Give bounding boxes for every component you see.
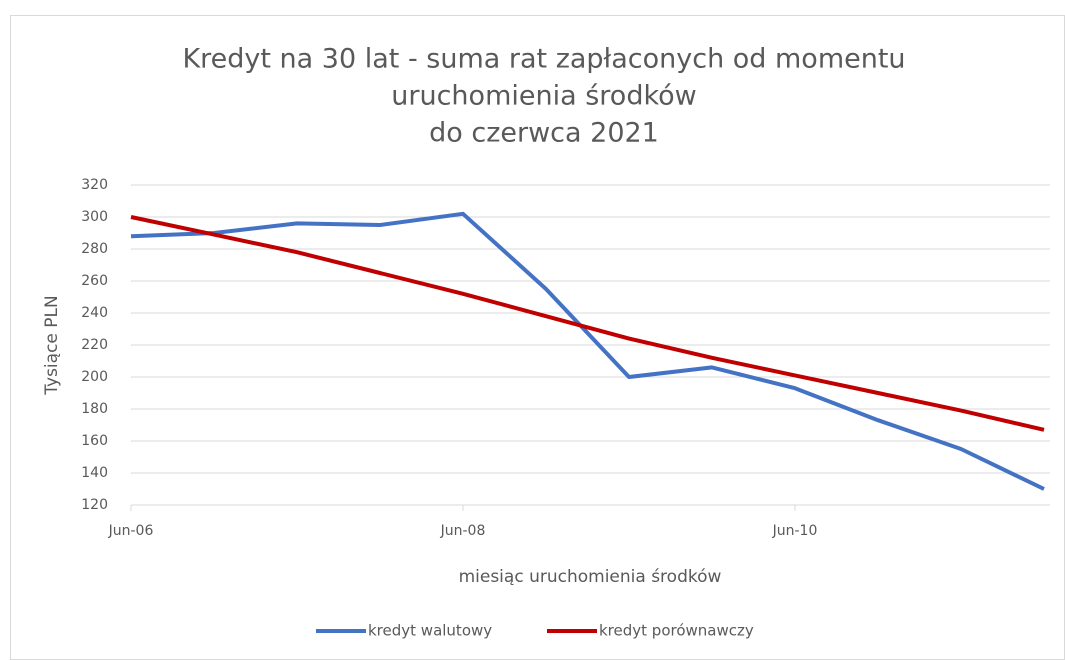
title-line: uruchomienia środków — [391, 81, 696, 112]
y-tick-label: 180 — [81, 401, 108, 417]
x-tick-label: Jun-06 — [108, 523, 154, 539]
y-tick-label: 120 — [81, 497, 108, 513]
x-tick-label: Jun-08 — [440, 523, 486, 539]
y-tick-label: 160 — [81, 433, 108, 449]
y-tick-label: 240 — [81, 305, 108, 321]
y-tick-label: 300 — [81, 209, 108, 225]
chart-frame — [10, 15, 1065, 660]
title-line: do czerwca 2021 — [429, 118, 659, 149]
y-tick-label: 220 — [81, 337, 108, 353]
x-tick-label: Jun-10 — [772, 523, 818, 539]
y-axis-label: Tysiące PLN — [42, 295, 62, 395]
x-axis-label: miesiąc uruchomienia środków — [459, 567, 722, 587]
chart-title: Kredyt na 30 lat - suma rat zapłaconych … — [182, 44, 905, 149]
y-tick-label: 140 — [81, 465, 108, 481]
y-tick-label: 320 — [81, 177, 108, 193]
series-line — [130, 211, 1045, 491]
y-tick-label: 280 — [81, 241, 108, 257]
legend-label: kredyt porównawczy — [599, 622, 754, 640]
y-tick-label: 200 — [81, 369, 108, 385]
y-tick-label: 260 — [81, 273, 108, 289]
series-line — [130, 215, 1045, 432]
title-line: Kredyt na 30 lat - suma rat zapłaconych … — [182, 44, 905, 75]
legend-label: kredyt walutowy — [368, 622, 492, 640]
